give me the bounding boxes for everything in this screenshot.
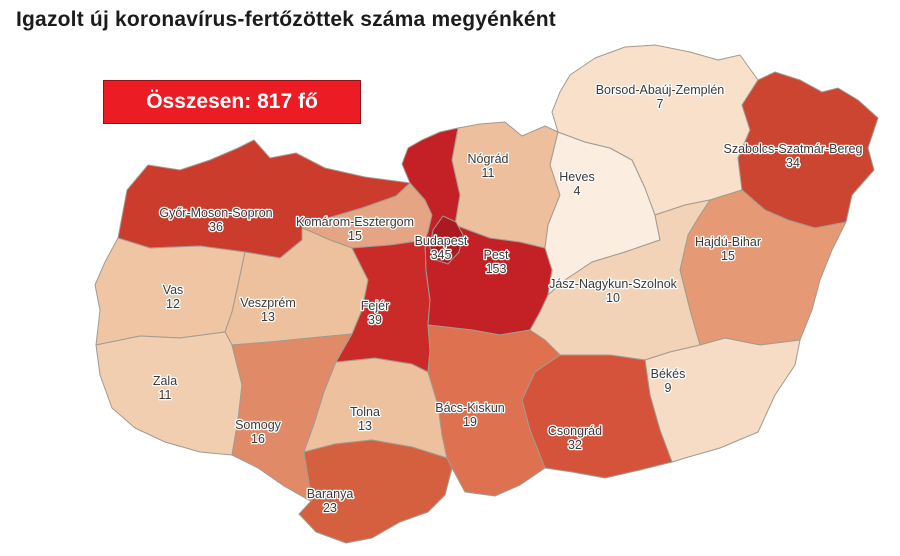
county-value-csongrad: 32 [568,438,582,452]
county-value-jasz-nagykun-szolnok: 10 [606,291,620,305]
county-value-borsod-abauj-zemplen: 7 [657,97,664,111]
total-badge: Összesen: 817 fő [103,80,361,124]
county-name-budapest: Budapest [415,234,468,248]
county-name-zala: Zala [153,374,177,388]
page-title: Igazolt új koronavírus-fertőzöttek száma… [16,8,556,31]
county-name-borsod-abauj-zemplen: Borsod-Abaúj-Zemplén [596,83,725,97]
county-value-baranya: 23 [323,501,337,515]
county-name-komarom-esztergom: Komárom-Esztergom [296,215,414,229]
county-name-heves: Heves [559,170,594,184]
county-name-fejer: Fejér [361,299,389,313]
county-baranya [298,439,453,544]
county-name-veszprem: Veszprém [240,296,296,310]
county-name-vas: Vas [163,283,184,297]
county-nograd [451,121,561,249]
county-name-baranya: Baranya [307,487,354,501]
county-value-vas: 12 [166,297,180,311]
county-bacs-kiskun [427,324,561,497]
counties-group [94,44,879,544]
county-szabolcs-szatmar-bereg [737,71,879,229]
county-value-veszprem: 13 [261,310,275,324]
county-value-gyor-moson-sopron: 36 [209,220,223,234]
county-name-gyor-moson-sopron: Győr-Moson-Sopron [159,206,272,220]
county-value-zala: 11 [159,388,172,402]
county-value-somogy: 16 [251,432,265,446]
county-value-szabolcs-szatmar-bereg: 34 [786,156,800,170]
county-value-komarom-esztergom: 15 [348,229,362,243]
county-name-bacs-kiskun: Bács-Kiskun [435,401,505,415]
county-name-hajdu-bihar: Hajdú-Bihar [695,235,761,249]
county-value-budapest: 345 [431,248,452,262]
county-budapest [429,215,464,265]
county-name-pest: Pest [483,248,509,262]
county-name-somogy: Somogy [235,418,282,432]
county-value-bacs-kiskun: 19 [463,415,477,429]
county-name-tolna: Tolna [350,405,380,419]
county-value-heves: 4 [574,184,581,198]
county-value-nograd: 11 [482,166,495,180]
county-value-bekes: 9 [665,381,672,395]
county-value-fejer: 39 [368,313,382,327]
county-bekes [644,337,801,463]
total-badge-label: Összesen: 817 fő [146,90,318,113]
county-value-tolna: 13 [358,419,372,433]
county-value-pest: 153 [486,262,507,276]
county-name-jasz-nagykun-szolnok: Jász-Nagykun-Szolnok [549,277,678,291]
county-name-nograd: Nógrád [468,152,509,166]
county-name-bekes: Békés [651,367,686,381]
county-value-hajdu-bihar: 15 [721,249,735,263]
county-name-csongrad: Csongrád [548,424,602,438]
county-name-szabolcs-szatmar-bereg: Szabolcs-Szatmár-Bereg [724,142,863,156]
